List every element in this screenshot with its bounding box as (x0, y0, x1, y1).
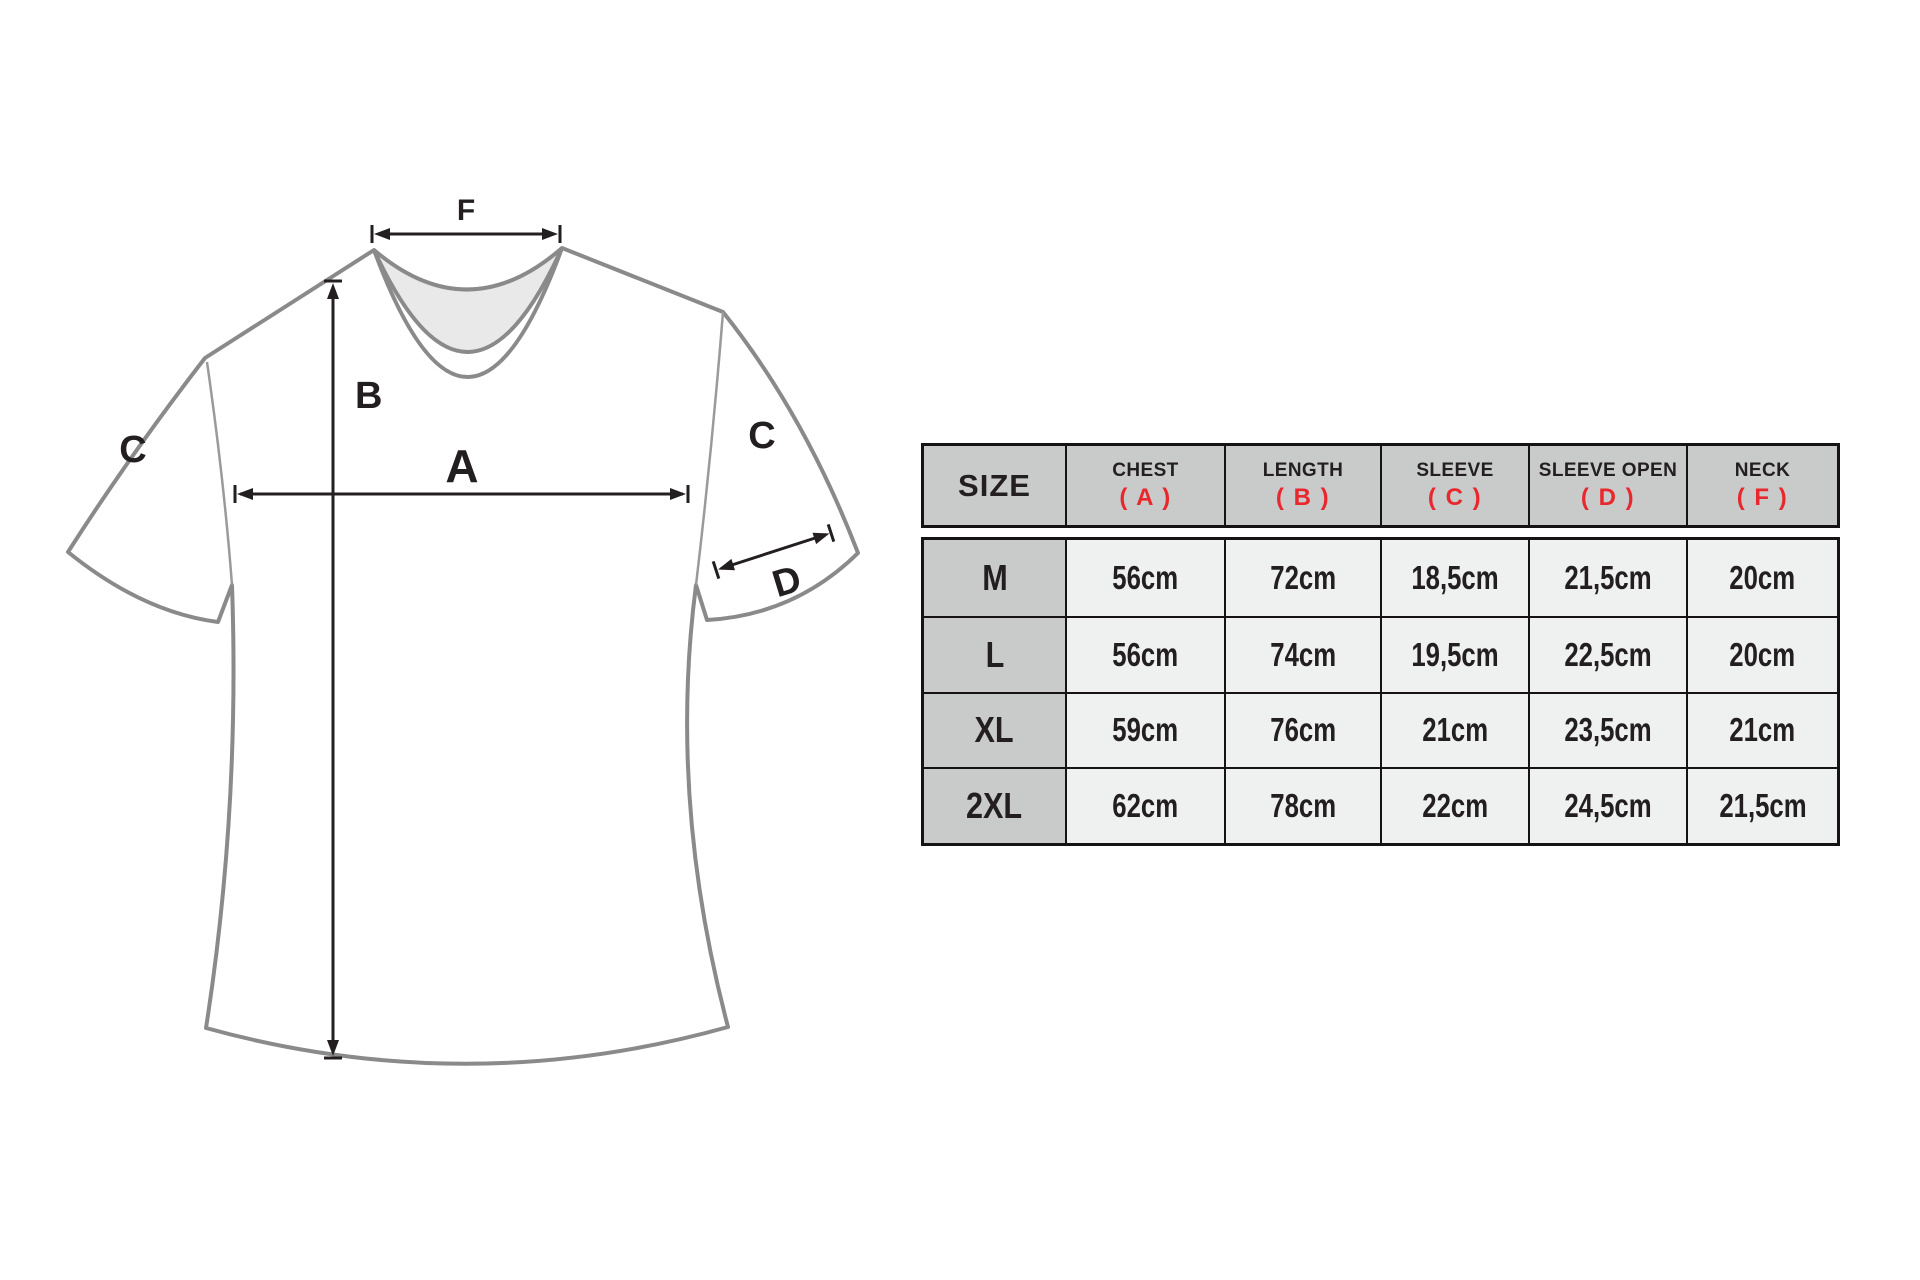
cell-value: 21cm (1729, 711, 1796, 749)
cell-value: 59cm (1112, 711, 1179, 749)
header-letter: ( C ) (1427, 483, 1483, 511)
cell-value: 72cm (1270, 558, 1336, 596)
table-cell: 21,5cm (1686, 767, 1837, 843)
table-cell: 18,5cm (1380, 540, 1528, 616)
cell-value: 22cm (1422, 787, 1488, 825)
table-cell: 22,5cm (1528, 615, 1686, 692)
cell-value: 18,5cm (1411, 558, 1499, 596)
table-cell-size: 2XL (924, 767, 1065, 843)
tshirt-diagram: F B A D C C (66, 194, 860, 1066)
table-cell: 19,5cm (1380, 615, 1528, 692)
table-cell: 72cm (1224, 540, 1380, 616)
cell-value: 62cm (1112, 787, 1179, 825)
label-c-right: C (748, 415, 775, 457)
table-cell: 23,5cm (1528, 691, 1686, 768)
label-f: F (457, 194, 475, 227)
header-label: SLEEVE OPEN (1538, 459, 1678, 481)
cell-value: 78cm (1270, 787, 1336, 825)
cell-value: 20cm (1729, 635, 1796, 673)
header-cell-sleeve: SLEEVE ( C ) (1380, 446, 1528, 525)
table-cell: 62cm (1065, 767, 1224, 843)
cell-value: 74cm (1270, 635, 1336, 673)
cell-value: 19,5cm (1411, 635, 1499, 673)
right-sleeve-seam (694, 311, 725, 586)
header-letter: ( D ) (1580, 483, 1636, 511)
table-cell-size: L (924, 615, 1065, 692)
left-sleeve-seam (205, 361, 234, 586)
header-label: LENGTH (1262, 459, 1344, 481)
table-cell: 56cm (1065, 615, 1224, 692)
dim-arrow-f (370, 225, 562, 243)
size-value: M (981, 556, 1008, 598)
cell-value: 56cm (1112, 635, 1179, 673)
cell-value: 23,5cm (1564, 711, 1652, 749)
header-cell-sleeve-open: SLEEVE OPEN ( D ) (1528, 446, 1686, 525)
cell-value: 21cm (1422, 711, 1488, 749)
cell-value: 24,5cm (1564, 787, 1652, 825)
size-table: SIZE CHEST ( A ) LENGTH ( B ) SLEEVE ( C… (921, 443, 1840, 846)
header-label: SLEEVE (1416, 459, 1494, 481)
label-b: B (355, 375, 382, 417)
table-cell: 24,5cm (1528, 767, 1686, 843)
header-cell-size: SIZE (924, 446, 1065, 525)
size-value: XL (974, 709, 1015, 751)
header-label: CHEST (1112, 459, 1179, 481)
size-table-header: SIZE CHEST ( A ) LENGTH ( B ) SLEEVE ( C… (921, 443, 1840, 528)
header-cell-chest: CHEST ( A ) (1065, 446, 1224, 525)
dim-arrow-b (324, 279, 342, 1060)
table-cell: 21cm (1686, 691, 1837, 768)
cell-value: 20cm (1729, 558, 1796, 596)
collar-band-outer-curve (372, 247, 564, 379)
dim-arrow-d (711, 523, 836, 580)
table-cell: 20cm (1686, 540, 1837, 616)
table-cell: 56cm (1065, 540, 1224, 616)
size-value: 2XL (966, 785, 1023, 827)
table-cell: 22cm (1380, 767, 1528, 843)
table-cell: 78cm (1224, 767, 1380, 843)
table-cell: 20cm (1686, 615, 1837, 692)
table-cell-size: M (924, 540, 1065, 616)
table-cell: 21cm (1380, 691, 1528, 768)
cell-value: 21,5cm (1564, 558, 1652, 596)
table-cell: 76cm (1224, 691, 1380, 768)
cell-value: 56cm (1112, 558, 1179, 596)
table-cell: 21,5cm (1528, 540, 1686, 616)
label-a: A (445, 440, 478, 492)
header-label: NECK (1734, 459, 1791, 481)
cell-value: 21,5cm (1718, 787, 1807, 825)
header-cell-length: LENGTH ( B ) (1224, 446, 1380, 525)
collar-band-inner-curve (372, 247, 564, 354)
header-letter: ( F ) (1736, 483, 1789, 511)
header-letter: ( B ) (1275, 483, 1331, 511)
dim-arrow-a (233, 485, 690, 503)
header-size-label: SIZE (958, 467, 1031, 503)
cell-value: 76cm (1270, 711, 1336, 749)
cell-value: 22,5cm (1564, 635, 1652, 673)
label-c-left: C (119, 429, 146, 471)
size-table-body: M 56cm 72cm 18,5cm 21,5cm 20cm L 56cm 74… (921, 537, 1840, 846)
header-cell-neck: NECK ( F ) (1686, 446, 1837, 525)
tshirt-outline (66, 246, 860, 1066)
header-letter: ( A ) (1119, 483, 1172, 511)
table-cell: 74cm (1224, 615, 1380, 692)
table-cell-size: XL (924, 691, 1065, 768)
table-cell: 59cm (1065, 691, 1224, 768)
size-value: L (985, 633, 1004, 675)
